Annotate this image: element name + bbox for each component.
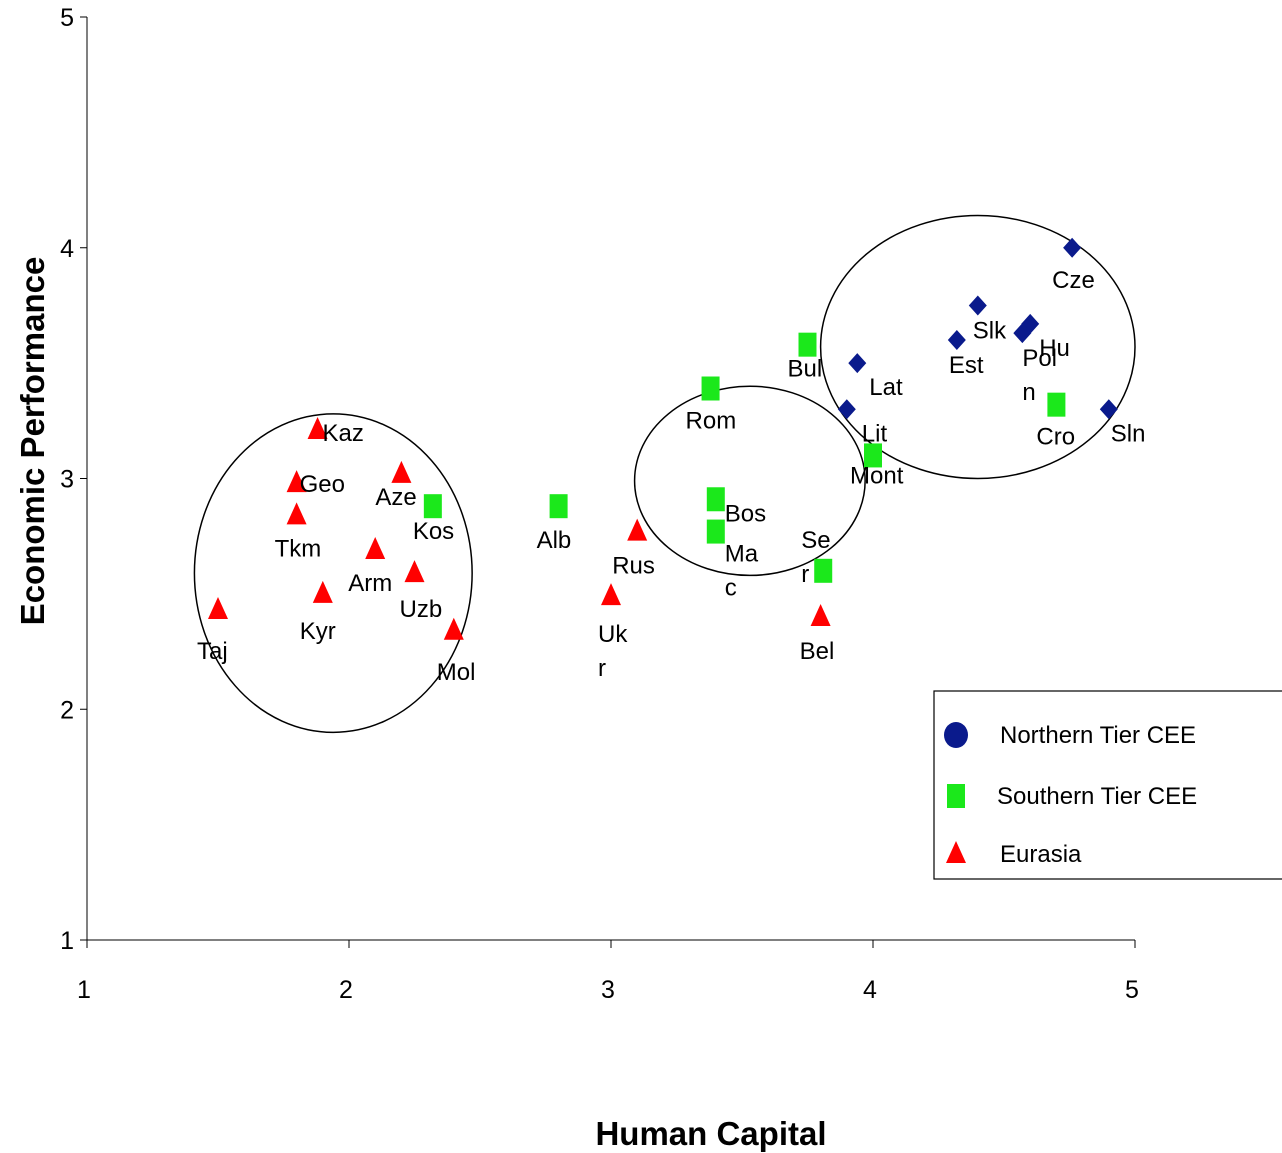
point-label-cro: Cro [1036, 424, 1075, 451]
y-axis-title: Economic Performance [14, 257, 51, 626]
data-point-hu [1021, 313, 1040, 334]
data-point-cze [1063, 237, 1082, 258]
legend-marker-3 [946, 841, 966, 863]
point-label-lat: Lat [869, 374, 903, 401]
data-point-arm [365, 537, 386, 560]
point-label-mac: Ma c [725, 541, 759, 602]
y-tick-label: 1 [60, 927, 74, 955]
group-ellipses [193, 214, 1136, 734]
data-point-kos [423, 494, 442, 519]
legend-label-1: Northern Tier CEE [1000, 722, 1196, 749]
data-point-alb [549, 494, 568, 519]
point-label-kyr: Kyr [300, 618, 336, 645]
legend-label-3: Eurasia [1000, 841, 1082, 868]
point-label-arm: Arm [348, 570, 392, 597]
data-point-cro [1047, 392, 1066, 417]
point-label-taj: Taj [197, 638, 228, 665]
data-point-lat [848, 353, 867, 374]
group-ellipse [819, 214, 1136, 480]
group-ellipse [193, 413, 473, 734]
point-label-bul: Bul [788, 356, 823, 383]
x-tick-label: 3 [601, 976, 615, 1004]
data-point-tkm [286, 502, 307, 525]
data-point-aze [391, 460, 412, 483]
legend-marker-1 [944, 722, 968, 748]
point-label-ser: Se r [801, 527, 830, 588]
data-point-rus [627, 518, 648, 541]
x-tick-label: 1 [77, 976, 91, 1004]
point-label-uzb: Uzb [400, 596, 443, 623]
point-label-mol: Mol [437, 659, 476, 686]
point-label-ukr: Uk r [598, 621, 628, 682]
data-point-kaz [307, 417, 328, 440]
point-label-sln: Sln [1111, 420, 1146, 447]
point-label-aze: Aze [375, 484, 416, 511]
point-label-slk: Slk [973, 317, 1007, 344]
data-point-est [947, 330, 966, 351]
data-point-taj [208, 597, 228, 620]
y-tick-label: 3 [60, 466, 74, 494]
point-label-bos: Bos [725, 500, 766, 527]
x-tick-label: 5 [1125, 976, 1139, 1004]
point-label-est: Est [949, 352, 984, 379]
point-label-kos: Kos [413, 518, 454, 545]
point-label-geo: Geo [300, 471, 345, 498]
y-tick-label: 5 [60, 4, 74, 32]
data-point-rom [701, 376, 720, 401]
axes: 1 2 3 4 5 1 2 3 4 5 [60, 4, 1139, 1004]
data-point-bel [810, 603, 831, 626]
data-point-bul [798, 332, 817, 357]
legend-box [933, 690, 1282, 880]
data-point-slk [968, 295, 987, 316]
x-axis-title: Human Capital [595, 1115, 826, 1152]
legend-label-2: Southern Tier CEE [997, 783, 1197, 810]
point-label-rom: Rom [686, 408, 737, 435]
point-label-kaz: Kaz [323, 420, 364, 447]
y-tick-label: 2 [60, 696, 74, 724]
x-tick-label: 4 [863, 976, 877, 1004]
point-label-bel: Bel [800, 638, 835, 665]
point-label-pol: Pol n [1022, 345, 1057, 406]
point-label-mont: Mont [850, 462, 904, 489]
data-point-kyr [312, 580, 333, 603]
legend-marker-2 [947, 784, 965, 808]
data-point-mont [864, 443, 882, 468]
data-points [208, 237, 1118, 640]
point-label-alb: Alb [537, 527, 572, 554]
data-point-ser [814, 558, 833, 583]
point-label-hu: Hu [1039, 335, 1070, 362]
data-point-lit [837, 399, 856, 420]
y-tick-label: 4 [60, 235, 74, 263]
data-point-bos [706, 487, 725, 512]
point-label-cze: Cze [1052, 267, 1095, 294]
data-point-mol [443, 617, 464, 640]
point-label-lit: Lit [862, 420, 888, 447]
point-label-tkm: Tkm [275, 535, 322, 562]
data-point-uzb [404, 560, 425, 583]
data-point-pol [1013, 323, 1032, 344]
data-point-geo [286, 470, 307, 493]
data-point-ukr [601, 583, 621, 606]
data-point-sln [1099, 399, 1118, 420]
group-ellipse [633, 385, 866, 577]
legend: Northern Tier CEE Southern Tier CEE Eurasi… [933, 690, 1282, 880]
x-tick-label: 2 [339, 976, 353, 1004]
point-label-rus: Rus [612, 553, 655, 580]
data-point-mac [706, 519, 725, 544]
